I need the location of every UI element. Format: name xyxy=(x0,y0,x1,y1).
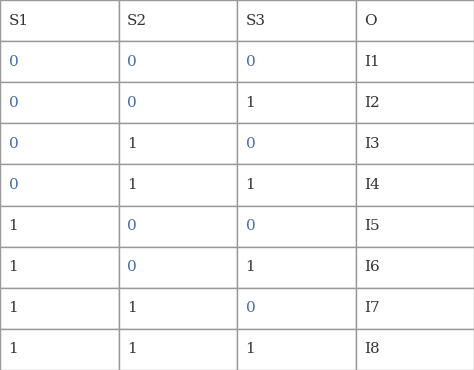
Text: 1: 1 xyxy=(9,301,18,315)
Bar xyxy=(0,0,118,41)
Text: I3: I3 xyxy=(364,137,380,151)
Text: I5: I5 xyxy=(364,219,380,233)
Bar xyxy=(356,247,474,288)
Text: 0: 0 xyxy=(246,219,255,233)
Text: I6: I6 xyxy=(364,260,380,274)
Bar xyxy=(237,247,356,288)
Bar xyxy=(356,164,474,206)
Text: 1: 1 xyxy=(9,260,18,274)
Bar xyxy=(356,82,474,123)
Bar xyxy=(118,0,237,41)
Text: S3: S3 xyxy=(246,14,265,27)
Text: 0: 0 xyxy=(246,301,255,315)
Text: I2: I2 xyxy=(364,96,380,110)
Text: 1: 1 xyxy=(9,219,18,233)
Text: 1: 1 xyxy=(127,178,137,192)
Bar xyxy=(237,206,356,247)
Text: 1: 1 xyxy=(9,343,18,356)
Bar xyxy=(0,41,118,82)
Bar xyxy=(0,288,118,329)
Bar xyxy=(237,164,356,206)
Text: 1: 1 xyxy=(246,96,255,110)
Text: 1: 1 xyxy=(246,260,255,274)
Bar xyxy=(0,164,118,206)
Text: 1: 1 xyxy=(127,343,137,356)
Bar xyxy=(237,41,356,82)
Text: 1: 1 xyxy=(246,178,255,192)
Bar xyxy=(118,206,237,247)
Bar xyxy=(118,247,237,288)
Bar xyxy=(118,288,237,329)
Bar xyxy=(118,123,237,164)
Text: 1: 1 xyxy=(127,301,137,315)
Bar xyxy=(356,0,474,41)
Bar xyxy=(356,123,474,164)
Bar xyxy=(356,288,474,329)
Bar xyxy=(0,123,118,164)
Text: I1: I1 xyxy=(364,55,380,69)
Text: 0: 0 xyxy=(9,96,18,110)
Bar xyxy=(118,82,237,123)
Bar xyxy=(237,288,356,329)
Bar xyxy=(118,164,237,206)
Text: 0: 0 xyxy=(9,55,18,69)
Bar xyxy=(118,41,237,82)
Text: 0: 0 xyxy=(127,55,137,69)
Bar xyxy=(0,82,118,123)
Bar xyxy=(356,41,474,82)
Text: 0: 0 xyxy=(127,260,137,274)
Text: I8: I8 xyxy=(364,343,380,356)
Bar xyxy=(237,329,356,370)
Bar xyxy=(237,0,356,41)
Text: 1: 1 xyxy=(246,343,255,356)
Text: 0: 0 xyxy=(127,219,137,233)
Bar xyxy=(237,82,356,123)
Text: 0: 0 xyxy=(127,96,137,110)
Text: 0: 0 xyxy=(246,137,255,151)
Bar xyxy=(118,329,237,370)
Text: 0: 0 xyxy=(9,137,18,151)
Bar xyxy=(356,329,474,370)
Bar xyxy=(237,123,356,164)
Text: 0: 0 xyxy=(9,178,18,192)
Bar xyxy=(0,247,118,288)
Bar xyxy=(0,329,118,370)
Text: S1: S1 xyxy=(9,14,28,27)
Text: I4: I4 xyxy=(364,178,380,192)
Text: I7: I7 xyxy=(364,301,380,315)
Text: 0: 0 xyxy=(246,55,255,69)
Text: S2: S2 xyxy=(127,14,147,27)
Bar xyxy=(0,206,118,247)
Bar xyxy=(356,206,474,247)
Text: O: O xyxy=(364,14,377,27)
Text: 1: 1 xyxy=(127,137,137,151)
